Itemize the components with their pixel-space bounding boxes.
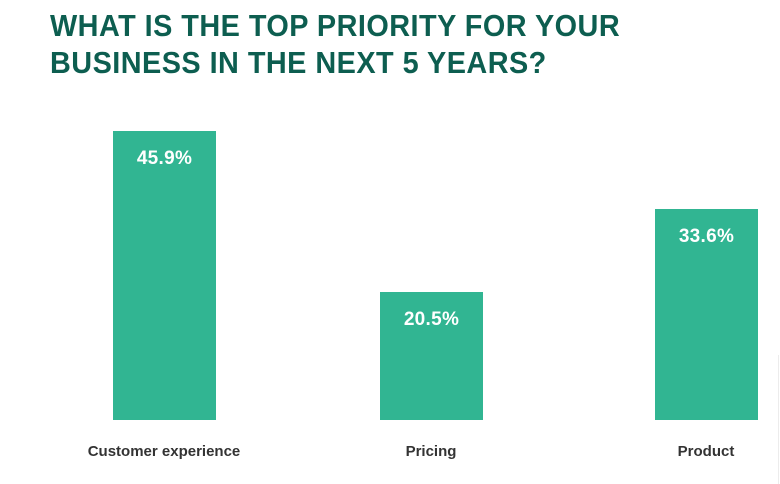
bar-value-label: 20.5%	[403, 309, 460, 330]
bar-value-label: 45.9%	[136, 148, 193, 169]
category-label-product: Product	[677, 443, 735, 460]
chart-title-line-1: WHAT IS THE TOP PRIORITY FOR YOUR	[50, 8, 621, 43]
bar-pricing: 20.5%	[380, 292, 483, 420]
category-label-pricing: Pricing	[405, 443, 457, 460]
chart-title: WHAT IS THE TOP PRIORITY FOR YOUR BUSINE…	[50, 7, 620, 81]
bar-customer-experience: 45.9%	[113, 131, 216, 420]
category-label-customer-experience: Customer experience	[87, 443, 241, 460]
bar-product: 33.6%	[655, 209, 758, 420]
chart-title-line-2: BUSINESS IN THE NEXT 5 YEARS?	[50, 45, 547, 80]
bar-value-label: 33.6%	[678, 226, 735, 247]
edge-divider	[778, 355, 779, 484]
